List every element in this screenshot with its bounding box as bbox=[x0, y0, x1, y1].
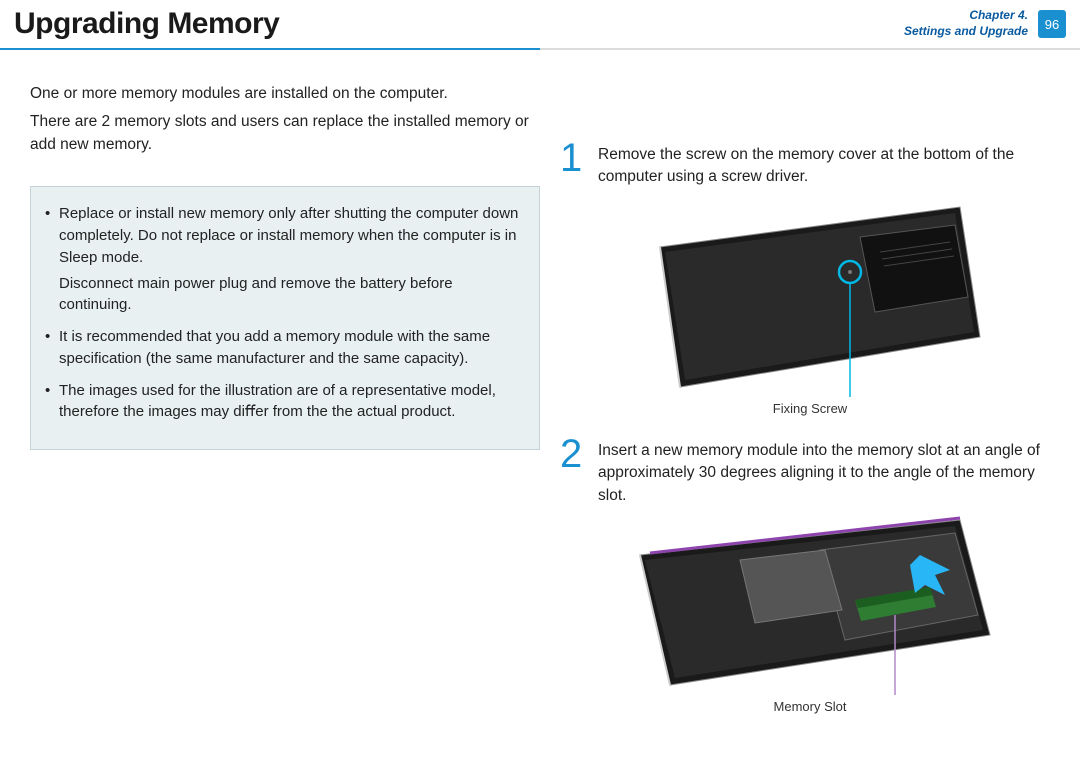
right-column: 1 Remove the screw on the memory cover a… bbox=[560, 83, 1060, 732]
step-1: 1 Remove the screw on the memory cover a… bbox=[560, 138, 1060, 189]
note-item: Replace or install new memory only after… bbox=[41, 203, 521, 316]
left-column: One or more memory modules are installed… bbox=[30, 83, 540, 732]
figure-fixing-screw: Fixing Screw bbox=[560, 197, 1060, 416]
note-text: Replace or install new memory only after… bbox=[59, 205, 518, 266]
figure-caption: Fixing Screw bbox=[560, 401, 1060, 416]
figure-memory-slot: Memory Slot bbox=[560, 515, 1060, 714]
figure-caption: Memory Slot bbox=[560, 699, 1060, 714]
header-divider bbox=[0, 48, 1080, 50]
laptop-memory-icon bbox=[610, 515, 1010, 695]
page-number-badge: 96 bbox=[1038, 10, 1066, 38]
note-item: The images used for the illustration are… bbox=[41, 380, 521, 424]
content-area: One or more memory modules are installed… bbox=[0, 48, 1080, 732]
step-2: 2 Insert a new memory module into the me… bbox=[560, 434, 1060, 507]
note-text: The images used for the illustration are… bbox=[59, 382, 496, 421]
intro-text: One or more memory modules are installed… bbox=[30, 83, 540, 156]
page-header: Upgrading Memory Chapter 4. Settings and… bbox=[0, 0, 1080, 48]
chapter-line-1: Chapter 4. bbox=[904, 8, 1028, 24]
intro-p2: There are 2 memory slots and users can r… bbox=[30, 111, 540, 156]
step-text: Remove the screw on the memory cover at … bbox=[598, 138, 1060, 189]
step-number: 2 bbox=[560, 434, 588, 507]
chapter-line-2: Settings and Upgrade bbox=[904, 24, 1028, 40]
page-title: Upgrading Memory bbox=[14, 7, 279, 41]
step-number: 1 bbox=[560, 138, 588, 189]
note-item: It is recommended that you add a memory … bbox=[41, 326, 521, 370]
note-list: Replace or install new memory only after… bbox=[41, 203, 521, 423]
note-subtext: Disconnect main power plug and remove th… bbox=[59, 273, 521, 317]
laptop-bottom-icon bbox=[620, 197, 1000, 397]
chapter-info: Chapter 4. Settings and Upgrade bbox=[904, 8, 1028, 39]
note-text: It is recommended that you add a memory … bbox=[59, 328, 490, 367]
step-text: Insert a new memory module into the memo… bbox=[598, 434, 1060, 507]
note-box: Replace or install new memory only after… bbox=[30, 186, 540, 450]
intro-p1: One or more memory modules are installed… bbox=[30, 83, 540, 105]
header-right: Chapter 4. Settings and Upgrade 96 bbox=[904, 8, 1066, 39]
